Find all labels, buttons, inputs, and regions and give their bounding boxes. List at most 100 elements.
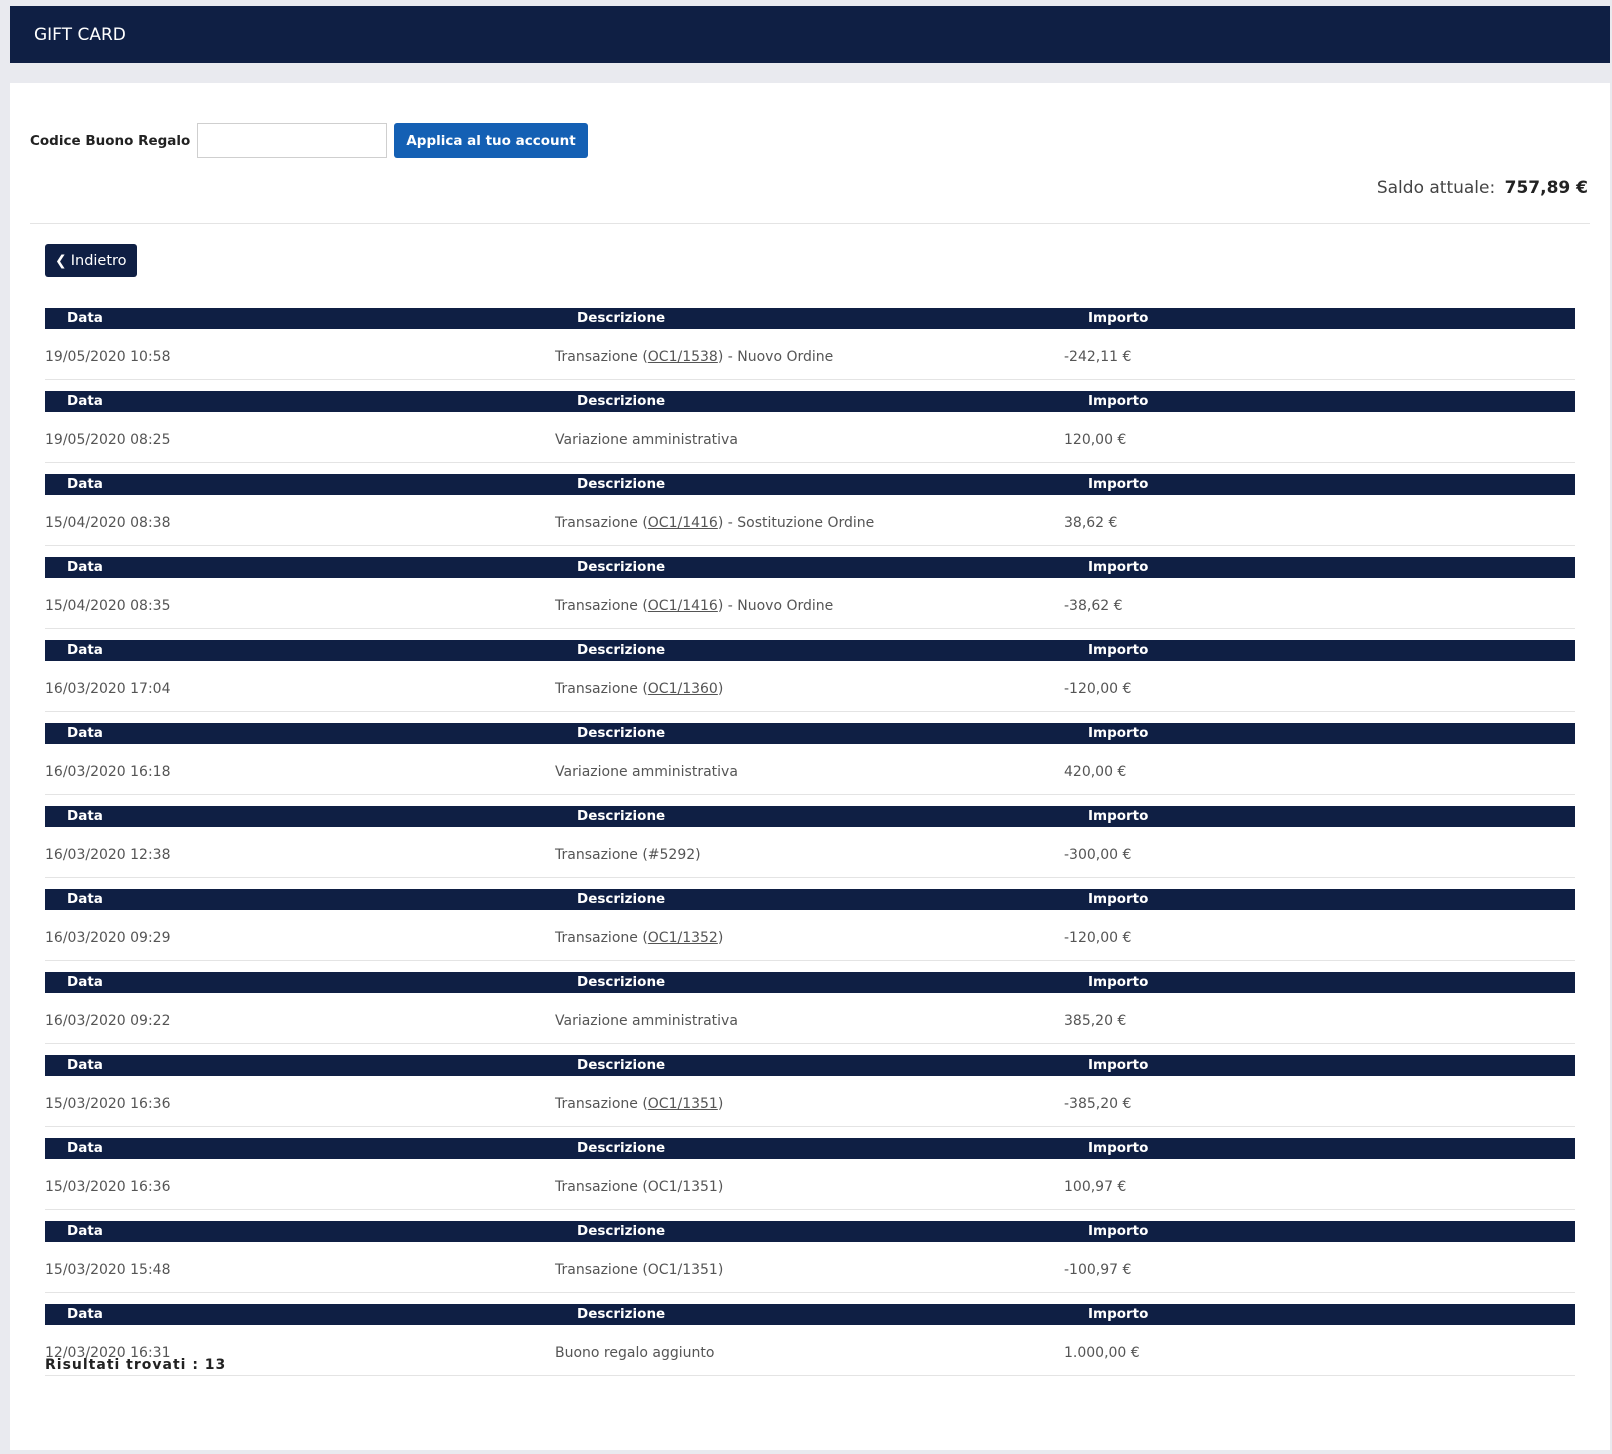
page-title: GIFT CARD [34, 24, 126, 45]
table-row: 15/03/2020 16:36 Transazione (OC1/1351) -3… [45, 1076, 1575, 1127]
table-row: 12/03/2020 16:31 Buono regalo aggiunto 1.0… [45, 1325, 1575, 1376]
table-row: 16/03/2020 16:18 Variazione amministrativ… [45, 744, 1575, 795]
transaction-description: Transazione (OC1/1416) - Sostituzione Or… [555, 515, 874, 531]
header-date: Data [67, 310, 103, 326]
table-header-row: Data Descrizione Importo [45, 1138, 1575, 1159]
table-header-row: Data Descrizione Importo [45, 1221, 1575, 1242]
order-link[interactable]: OC1/1416 [647, 598, 718, 614]
header-date: Data [67, 1140, 103, 1156]
transaction-description: Variazione amministrativa [555, 432, 738, 448]
balance-value: 757,89 € [1504, 178, 1588, 198]
header-description: Descrizione [577, 974, 666, 990]
divider [30, 223, 1590, 224]
transaction-date: 16/03/2020 16:18 [45, 764, 171, 780]
transaction-date: 15/04/2020 08:38 [45, 515, 171, 531]
header-amount: Importo [1088, 1223, 1149, 1239]
table-row: 19/05/2020 08:25 Variazione amministrativ… [45, 412, 1575, 463]
gift-code-input[interactable] [197, 123, 388, 158]
header-description: Descrizione [577, 1223, 666, 1239]
order-link[interactable]: OC1/1538 [647, 349, 718, 365]
header-amount: Importo [1088, 891, 1149, 907]
description-text: Buono regalo aggiunto [555, 1345, 715, 1361]
table-row: 16/03/2020 09:29 Transazione (OC1/1352) -1… [45, 910, 1575, 961]
table-row: 19/05/2020 10:58 Transazione (OC1/1538) -… [45, 329, 1575, 380]
description-text: Transazione (#5292) [555, 847, 701, 863]
transaction-date: 16/03/2020 09:22 [45, 1013, 171, 1029]
transaction-date: 16/03/2020 12:38 [45, 847, 171, 863]
table-header-row: Data Descrizione Importo [45, 474, 1575, 495]
transaction-block: Data Descrizione Importo 16/03/2020 17:04 Tr… [45, 640, 1575, 723]
header-date: Data [67, 725, 103, 741]
header-date: Data [67, 393, 103, 409]
transaction-amount: 100,97 € [1064, 1179, 1127, 1195]
transaction-description: Transazione (OC1/1538) - Nuovo Ordine [555, 349, 833, 365]
transaction-date: 16/03/2020 09:29 [45, 930, 171, 946]
header-description: Descrizione [577, 1140, 666, 1156]
table-header-row: Data Descrizione Importo [45, 557, 1575, 578]
order-link[interactable]: OC1/1352 [647, 930, 718, 946]
header-amount: Importo [1088, 642, 1149, 658]
table-row: 15/03/2020 15:48 Transazione (OC1/1351) -1… [45, 1242, 1575, 1293]
table-row: 15/04/2020 08:35 Transazione (OC1/1416) -… [45, 578, 1575, 629]
transaction-amount: -120,00 € [1064, 930, 1132, 946]
transaction-date: 15/03/2020 16:36 [45, 1096, 171, 1112]
table-header-row: Data Descrizione Importo [45, 308, 1575, 329]
transaction-date: 15/04/2020 08:35 [45, 598, 171, 614]
description-suffix: ) [717, 1096, 724, 1112]
transaction-block: Data Descrizione Importo 15/04/2020 08:35 Tr… [45, 557, 1575, 640]
order-link[interactable]: OC1/1416 [647, 515, 718, 531]
header-description: Descrizione [577, 642, 666, 658]
transaction-block: Data Descrizione Importo 16/03/2020 09:22 Va… [45, 972, 1575, 1055]
header-description: Descrizione [577, 1306, 666, 1322]
transactions-list: Data Descrizione Importo 19/05/2020 10:58 Tr… [45, 308, 1575, 1387]
transaction-description: Buono regalo aggiunto [555, 1345, 714, 1361]
transaction-block: Data Descrizione Importo 15/04/2020 08:38 Tr… [45, 474, 1575, 557]
transaction-amount: 420,00 € [1064, 764, 1127, 780]
transaction-description: Variazione amministrativa [555, 764, 738, 780]
transaction-date: 15/03/2020 15:48 [45, 1262, 171, 1278]
description-text: Transazione ( [555, 1096, 648, 1112]
header-description: Descrizione [577, 393, 666, 409]
description-text: Transazione ( [555, 598, 648, 614]
description-text: Transazione ( [555, 681, 648, 697]
header-date: Data [67, 1306, 103, 1322]
header-date: Data [67, 642, 103, 658]
transaction-block: Data Descrizione Importo 15/03/2020 15:48 Tr… [45, 1221, 1575, 1304]
header-amount: Importo [1088, 974, 1149, 990]
header-amount: Importo [1088, 1306, 1149, 1322]
table-row: 16/03/2020 12:38 Transazione (#5292) -300,… [45, 827, 1575, 878]
description-text: Transazione (OC1/1351) [555, 1179, 724, 1195]
header-amount: Importo [1088, 559, 1149, 575]
table-header-row: Data Descrizione Importo [45, 1055, 1575, 1076]
transaction-description: Transazione (OC1/1416) - Nuovo Ordine [555, 598, 833, 614]
transaction-description: Transazione (#5292) [555, 847, 701, 863]
transaction-date: 16/03/2020 17:04 [45, 681, 171, 697]
transaction-amount: 1.000,00 € [1064, 1345, 1140, 1361]
table-header-row: Data Descrizione Importo [45, 972, 1575, 993]
transaction-block: Data Descrizione Importo 16/03/2020 16:18 Va… [45, 723, 1575, 806]
description-text: Variazione amministrativa [555, 1013, 738, 1029]
description-text: Transazione ( [555, 515, 648, 531]
apply-button[interactable]: Applica al tuo account [394, 123, 588, 158]
header-date: Data [67, 559, 103, 575]
transaction-block: Data Descrizione Importo 19/05/2020 10:58 Tr… [45, 308, 1575, 391]
back-button[interactable]: ❮ Indietro [45, 244, 137, 277]
description-suffix: ) - Nuovo Ordine [717, 349, 834, 365]
header-date: Data [67, 1057, 103, 1073]
description-suffix: ) [717, 930, 724, 946]
transaction-amount: -100,97 € [1064, 1262, 1132, 1278]
back-button-label: Indietro [70, 252, 127, 269]
header-amount: Importo [1088, 725, 1149, 741]
gift-code-label: Codice Buono Regalo [30, 132, 191, 149]
header-amount: Importo [1088, 1057, 1149, 1073]
transaction-block: Data Descrizione Importo 12/03/2020 16:31 Bu… [45, 1304, 1575, 1387]
gift-code-form: Codice Buono Regalo Applica al tuo accou… [30, 123, 588, 158]
table-header-row: Data Descrizione Importo [45, 806, 1575, 827]
order-link[interactable]: OC1/1351 [647, 1096, 718, 1112]
results-count: Risultati trovati : 13 [45, 1357, 227, 1373]
transaction-amount: 120,00 € [1064, 432, 1127, 448]
header-amount: Importo [1088, 1140, 1149, 1156]
header-description: Descrizione [577, 725, 666, 741]
order-link[interactable]: OC1/1360 [647, 681, 718, 697]
header-description: Descrizione [577, 559, 666, 575]
